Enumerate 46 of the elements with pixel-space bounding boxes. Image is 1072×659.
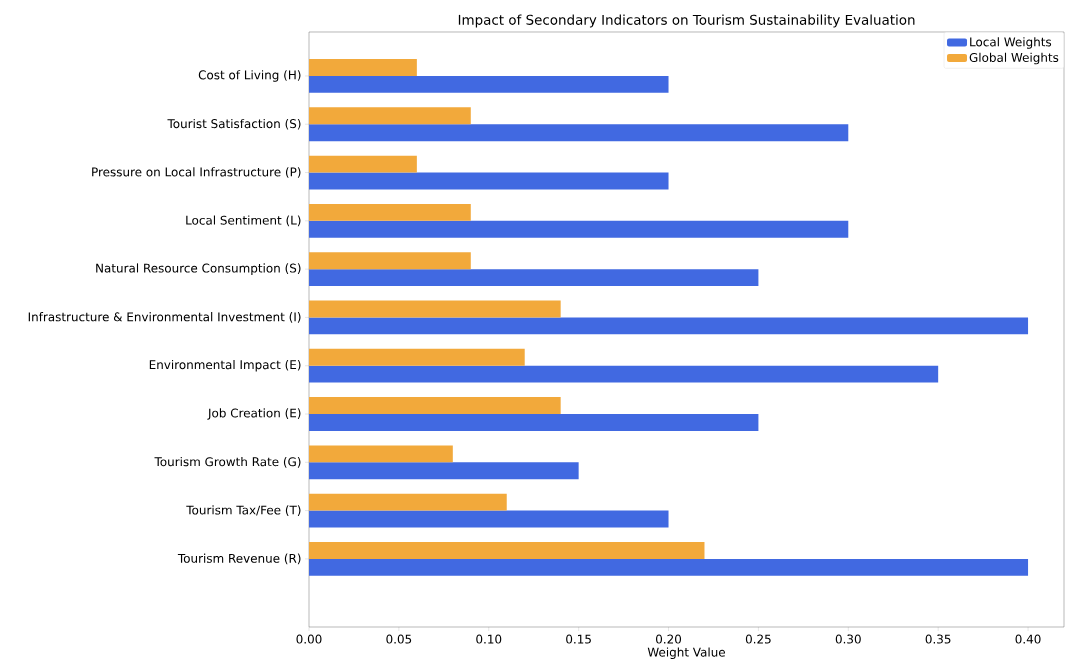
bar <box>309 59 417 76</box>
x-tick-label: 0.00 <box>296 634 322 644</box>
bar <box>309 124 849 142</box>
bar <box>309 75 669 93</box>
bar <box>309 300 561 318</box>
y-tick-label: Cost of Living (H) <box>198 70 301 82</box>
x-tick-label: 0.10 <box>476 634 502 644</box>
bar <box>309 220 849 238</box>
y-tick-label: Job Creation (E) <box>207 408 301 420</box>
y-tick-label: Tourism Growth Rate (G) <box>154 456 301 468</box>
y-tick-label: Tourist Satisfaction (S) <box>167 118 301 130</box>
y-tick-label: Tourism Revenue (R) <box>177 553 301 565</box>
chart-title: Impact of Secondary Indicators on Tourism Sustainability Evaluation <box>458 14 915 28</box>
bar <box>309 397 561 415</box>
bar <box>309 203 471 221</box>
bar <box>309 558 1029 576</box>
legend-label: Local Weights <box>970 37 1052 49</box>
y-tick-label: Environmental Impact (E) <box>149 359 301 372</box>
legend-label: Global Weights <box>969 52 1059 65</box>
x-tick-label: 0.20 <box>656 634 682 644</box>
bar <box>309 269 759 287</box>
bar <box>309 542 705 559</box>
bar <box>309 252 471 270</box>
bar <box>309 172 669 190</box>
bar <box>309 462 579 480</box>
y-tick-label: Tourism Tax/Fee (T) <box>186 505 301 516</box>
bar <box>309 493 507 511</box>
y-tick-label: Local Sentiment (L) <box>186 215 301 227</box>
bar <box>309 317 1029 335</box>
x-tick-label: 0.15 <box>566 634 591 644</box>
bar <box>309 155 417 173</box>
y-tick-label: Infrastructure & Environmental Investment (I) <box>28 312 301 323</box>
x-tick-label: 0.35 <box>925 634 951 644</box>
bar <box>309 414 759 431</box>
y-tick-label: Natural Resource Consumption (S) <box>96 263 301 275</box>
bar <box>309 107 471 125</box>
bar <box>309 445 453 463</box>
bar <box>309 365 939 383</box>
x-tick-label: 0.25 <box>745 634 771 644</box>
bar <box>309 348 525 366</box>
y-tick-label: Pressure on Local Infrastructure (P) <box>92 167 301 178</box>
bar <box>309 510 669 528</box>
x-axis-title: Weight Value <box>647 647 726 659</box>
x-tick-label: 0.05 <box>386 634 412 644</box>
x-tick-label: 0.30 <box>835 634 861 644</box>
x-tick-label: 0.40 <box>1015 634 1041 644</box>
